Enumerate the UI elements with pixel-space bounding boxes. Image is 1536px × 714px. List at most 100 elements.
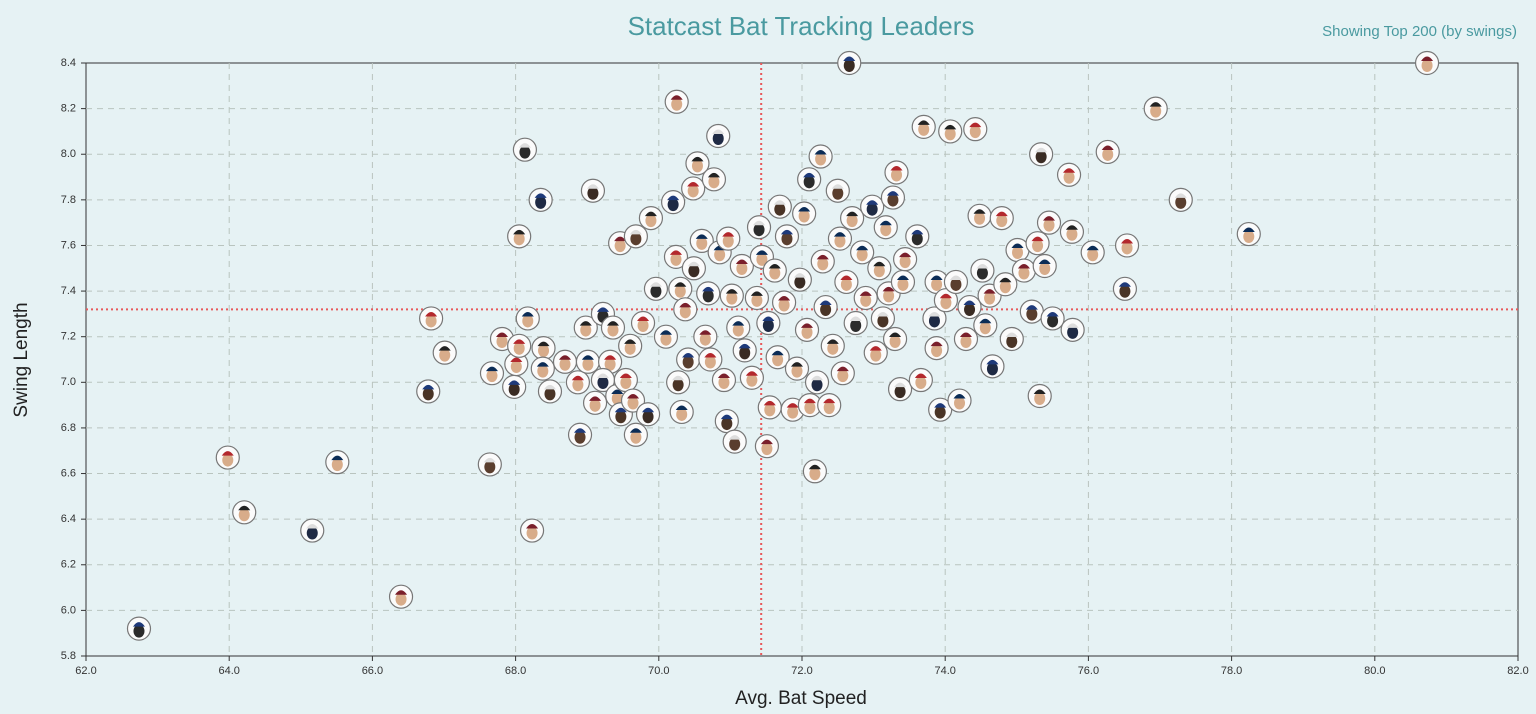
point-cap — [976, 264, 989, 269]
point-face — [676, 407, 688, 421]
point-cap — [670, 95, 683, 100]
point-cap — [760, 439, 773, 445]
point-cap — [995, 211, 1008, 217]
player-point — [669, 399, 694, 425]
player-point — [1029, 142, 1054, 167]
point-face — [726, 291, 738, 305]
point-face — [513, 341, 525, 355]
point-face — [1026, 307, 1038, 321]
point-face — [597, 376, 609, 390]
point-face — [739, 346, 751, 360]
player-point — [698, 347, 723, 372]
point-face — [671, 97, 683, 111]
point-cap — [823, 398, 836, 404]
point-face — [846, 214, 858, 228]
player-point — [504, 351, 529, 377]
point-cap — [979, 318, 992, 324]
player-point — [432, 340, 457, 365]
point-cap — [508, 380, 521, 385]
point-cap — [513, 339, 526, 344]
player-point — [1095, 139, 1120, 165]
player-point — [618, 333, 643, 358]
player-point — [1019, 299, 1044, 324]
player-point — [719, 283, 744, 308]
point-face — [911, 232, 923, 246]
player-point — [850, 240, 875, 265]
point-face — [798, 209, 810, 223]
point-cap — [773, 200, 786, 205]
point-cap — [581, 355, 594, 360]
player-point — [565, 370, 590, 395]
point-cap — [986, 359, 999, 365]
point-cap — [518, 143, 531, 148]
point-cap — [973, 209, 986, 214]
point-face — [1043, 218, 1055, 232]
player-point — [797, 167, 822, 192]
point-cap — [914, 373, 927, 379]
point-cap — [949, 275, 962, 280]
point-face — [1119, 284, 1131, 298]
y-axis-label: Swing Length — [11, 302, 32, 417]
point-cap — [780, 229, 793, 235]
player-point — [681, 176, 706, 201]
player-point — [870, 306, 896, 331]
player-point — [729, 253, 754, 279]
point-cap — [843, 56, 856, 61]
player-point — [232, 500, 257, 525]
point-cap — [526, 524, 539, 529]
point-cap — [831, 184, 844, 189]
point-face — [860, 293, 872, 307]
point-cap — [856, 245, 869, 251]
point-cap — [859, 291, 872, 296]
player-point — [1036, 210, 1062, 235]
x-tick-label: 70.0 — [648, 665, 669, 677]
player-point — [580, 178, 606, 203]
player-point — [1114, 233, 1140, 258]
point-cap — [999, 277, 1012, 283]
player-point — [1056, 162, 1082, 187]
point-cap — [1149, 102, 1162, 107]
point-face — [944, 127, 956, 141]
point-cap — [1063, 168, 1076, 173]
point-cap — [786, 403, 799, 408]
point-cap — [983, 289, 996, 294]
point-face — [809, 467, 821, 481]
point-face — [873, 264, 885, 278]
point-cap — [1025, 305, 1038, 310]
point-cap — [816, 254, 829, 260]
player-point — [890, 269, 916, 295]
player-point — [681, 256, 706, 281]
point-face — [682, 355, 694, 369]
point-face — [746, 373, 758, 387]
player-point — [860, 194, 885, 219]
point-face — [702, 289, 714, 303]
player-point — [762, 258, 787, 283]
point-face — [1032, 239, 1044, 253]
chart-subtitle: Showing Top 200 (by swings) — [1322, 23, 1517, 40]
point-face — [670, 252, 682, 266]
point-cap — [687, 181, 700, 187]
player-point — [676, 347, 701, 372]
player-point — [739, 365, 764, 390]
player-point — [419, 306, 444, 331]
player-point — [1027, 383, 1052, 409]
player-point — [711, 367, 737, 393]
point-cap — [675, 405, 688, 410]
point-cap — [768, 264, 781, 269]
player-point — [325, 450, 350, 475]
point-face — [699, 332, 711, 346]
player-point — [537, 379, 563, 404]
point-face — [918, 122, 930, 136]
point-face — [630, 232, 642, 246]
player-point — [804, 370, 830, 395]
point-cap — [879, 220, 892, 226]
x-tick-label: 76.0 — [1078, 665, 1099, 677]
player-point — [830, 361, 855, 386]
player-point — [943, 269, 969, 295]
point-face — [1121, 241, 1133, 255]
point-face — [667, 198, 679, 212]
point-cap — [586, 184, 599, 189]
player-point — [746, 215, 772, 240]
point-cap — [667, 195, 680, 201]
point-cap — [606, 321, 619, 326]
